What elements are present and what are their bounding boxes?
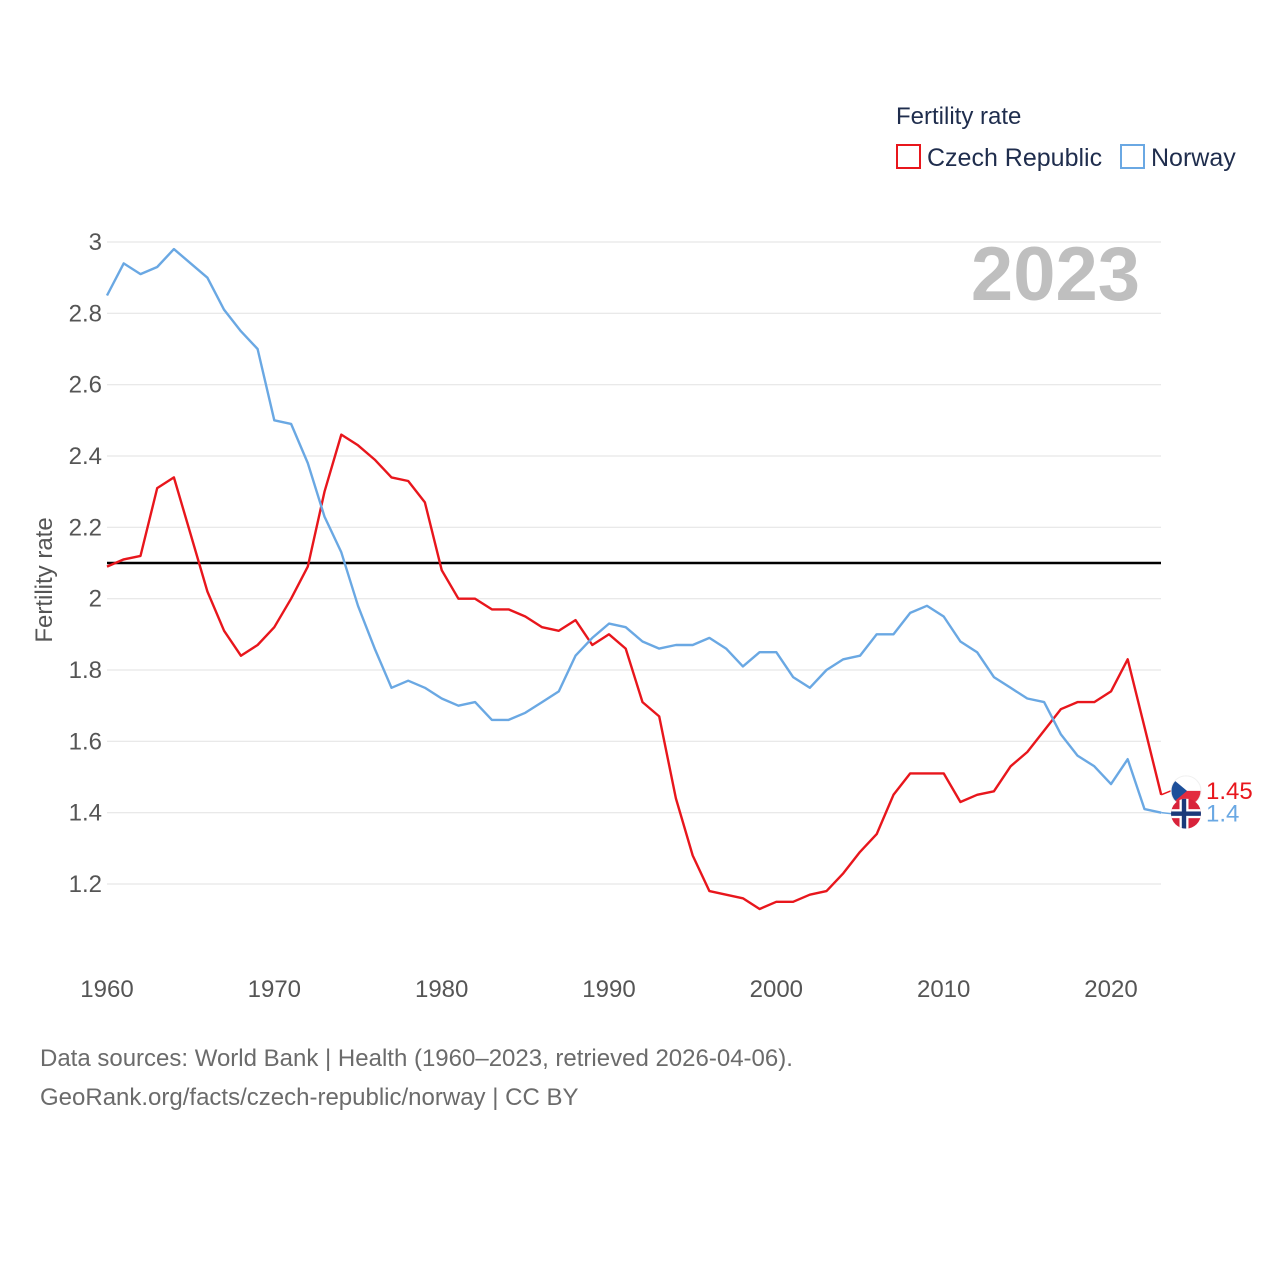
y-tick-label: 1.2 bbox=[69, 871, 102, 898]
x-tick-label: 1960 bbox=[80, 976, 133, 1003]
legend-label-norway[interactable]: Norway bbox=[1151, 144, 1236, 172]
y-tick-label: 2 bbox=[89, 586, 102, 613]
x-tick-label: 2000 bbox=[750, 976, 803, 1003]
source-link[interactable]: GeoRank.org/facts/czech-republic/norway … bbox=[40, 1084, 579, 1111]
end-value-norway: 1.4 bbox=[1206, 801, 1239, 828]
legend-label-czech-republic[interactable]: Czech Republic bbox=[927, 144, 1102, 172]
end-connector-norway bbox=[1161, 811, 1172, 815]
year-label: 2023 bbox=[971, 232, 1140, 317]
series-line-norway bbox=[105, 247, 1162, 814]
y-tick-label: 3 bbox=[89, 229, 102, 256]
y-axis-title: Fertility rate bbox=[31, 517, 58, 642]
legend-swatch-norway[interactable] bbox=[1120, 144, 1145, 169]
data-sources-text: Data sources: World Bank | Health (1960–… bbox=[40, 1045, 793, 1072]
end-connector-czech-republic bbox=[1160, 790, 1172, 796]
legend-swatch-czech-republic[interactable] bbox=[896, 144, 921, 169]
flag-no-blue-v bbox=[1181, 798, 1187, 829]
end-markers: 1.451.4 bbox=[1160, 775, 1253, 829]
x-tick-label: 1970 bbox=[248, 976, 301, 1003]
x-tick-label: 2020 bbox=[1084, 976, 1137, 1003]
flag-norway-icon bbox=[1171, 798, 1201, 829]
y-tick-label: 1.6 bbox=[69, 728, 102, 755]
legend: Fertility rate Czech Republic Norway bbox=[896, 103, 1236, 172]
y-tick-label: 1.4 bbox=[69, 800, 102, 827]
y-tick-label: 2.8 bbox=[69, 300, 102, 327]
x-tick-label: 1990 bbox=[582, 976, 635, 1003]
x-tick-label: 2010 bbox=[917, 976, 970, 1003]
y-tick-label: 2.4 bbox=[69, 443, 102, 470]
x-axis: 1960 1970 1980 1990 2000 2010 2020 bbox=[80, 976, 1137, 1003]
grid bbox=[107, 241, 1161, 885]
series-line-czech-republic bbox=[106, 433, 1163, 911]
y-tick-label: 2.6 bbox=[69, 372, 102, 399]
y-axis: 1.2 1.4 1.6 1.8 2 2.2 2.4 2.6 2.8 3 bbox=[69, 229, 102, 898]
series-group bbox=[105, 247, 1163, 911]
end-value-czech-republic: 1.45 bbox=[1206, 778, 1253, 805]
y-tick-label: 1.8 bbox=[69, 657, 102, 684]
x-tick-label: 1980 bbox=[415, 976, 468, 1003]
legend-title: Fertility rate bbox=[896, 103, 1021, 130]
flag-cz-blue bbox=[1171, 780, 1187, 801]
y-tick-label: 2.2 bbox=[69, 514, 102, 541]
flag-no-body bbox=[1171, 798, 1201, 829]
